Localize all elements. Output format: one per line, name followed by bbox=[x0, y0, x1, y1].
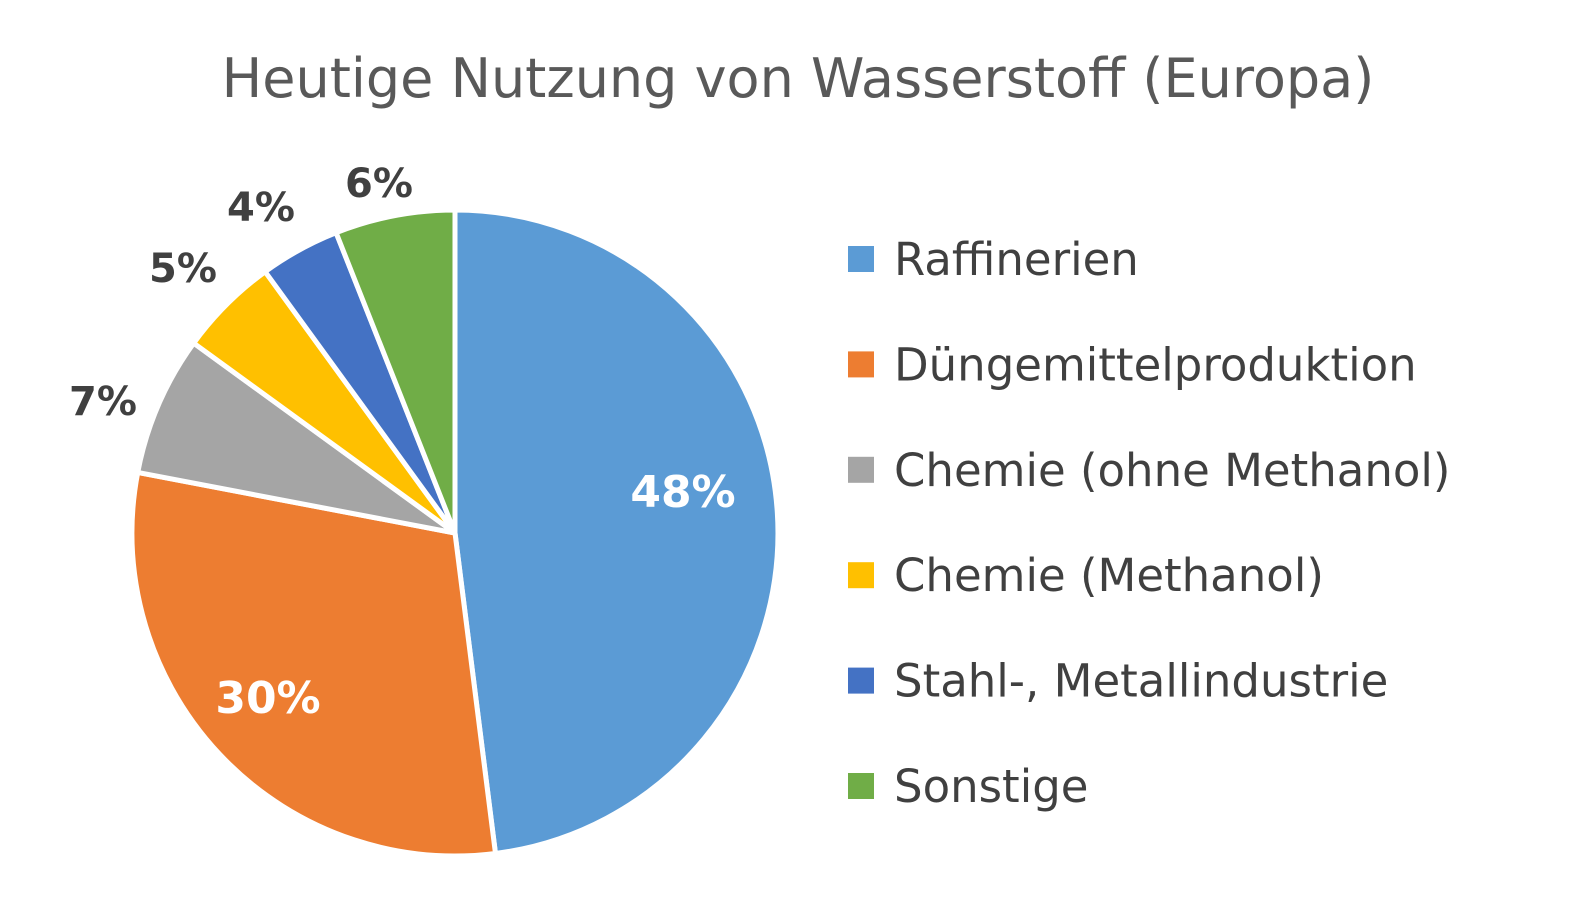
data-label-3: 7% bbox=[69, 379, 137, 425]
data-label-1: 48% bbox=[630, 467, 735, 518]
legend: Raffinerien Düngemittelproduktion Chemie (… bbox=[848, 233, 1450, 813]
data-label-2: 30% bbox=[215, 673, 320, 724]
data-labels: 48% 30% 7% 5%4% 6% bbox=[69, 161, 736, 724]
data-label-4: 5% bbox=[149, 246, 217, 292]
legend-swatch-3 bbox=[848, 456, 874, 483]
legend-item-3: Chemie (ohne Methanol) bbox=[848, 444, 1450, 497]
legend-item-2: Düngemittelproduktion bbox=[848, 338, 1417, 391]
legend-item-1: Raffinerien bbox=[848, 233, 1139, 286]
pie-slices bbox=[129, 207, 781, 859]
legend-label-6: Sonstige bbox=[894, 760, 1088, 813]
legend-label-5: Stahl-, Metallindustrie bbox=[894, 655, 1388, 708]
legend-swatch-2 bbox=[848, 351, 874, 378]
legend-label-2: Düngemittelproduktion bbox=[894, 338, 1417, 391]
legend-item-6: Sonstige bbox=[848, 760, 1088, 813]
legend-swatch-6 bbox=[848, 773, 874, 799]
pie-slice-2 bbox=[129, 469, 498, 859]
legend-swatch-1 bbox=[848, 246, 874, 272]
chart-title: Heutige Nutzung von Wasserstoff (Europa) bbox=[222, 47, 1375, 110]
pie-slice-1 bbox=[452, 207, 781, 856]
data-label-6: 6% bbox=[345, 161, 413, 207]
legend-swatch-4 bbox=[848, 562, 874, 589]
legend-label-3: Chemie (ohne Methanol) bbox=[894, 444, 1450, 497]
data-label-5: 4% bbox=[227, 185, 295, 231]
pie-slice-3 bbox=[135, 340, 458, 536]
pie-slice-6 bbox=[333, 207, 458, 536]
legend-label-4: Chemie (Methanol) bbox=[894, 549, 1324, 602]
legend-item-4: Chemie (Methanol) bbox=[848, 549, 1324, 602]
legend-swatch-5 bbox=[848, 667, 874, 694]
legend-label-1: Raffinerien bbox=[894, 233, 1139, 286]
legend-item-5: Stahl-, Metallindustrie bbox=[848, 655, 1388, 708]
